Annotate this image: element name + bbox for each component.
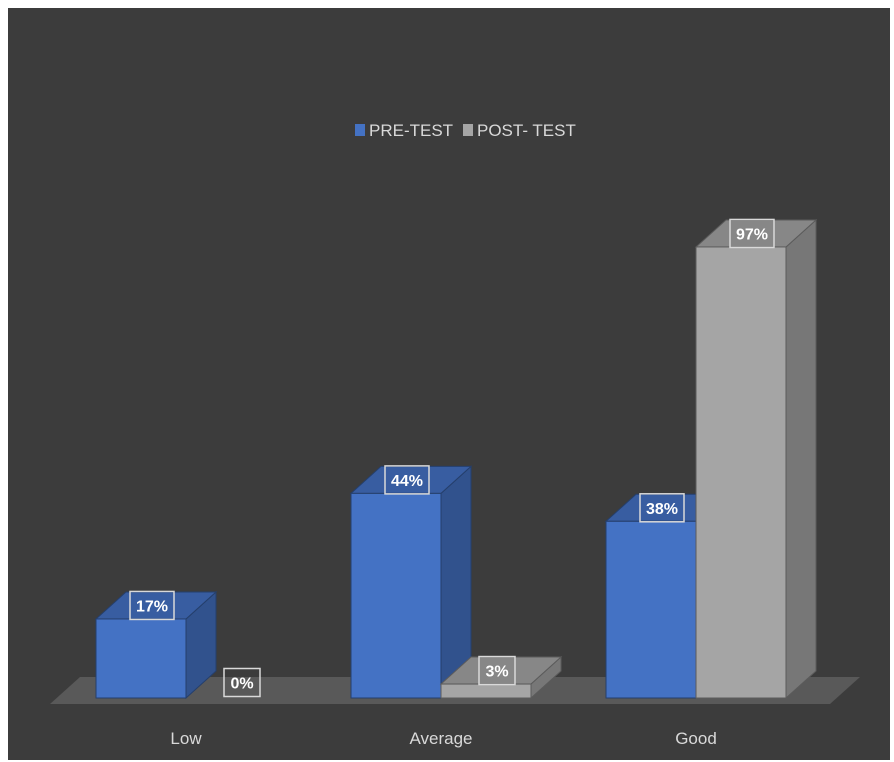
data-label-text: 17% xyxy=(136,598,168,615)
data-label-text: 97% xyxy=(736,226,768,243)
bar-front xyxy=(95,618,187,699)
data-label-box xyxy=(729,218,775,249)
category-label-average: Average xyxy=(409,729,472,748)
data-label-box xyxy=(639,493,685,523)
data-label-box xyxy=(384,465,430,495)
bar-front xyxy=(440,683,532,699)
bar-front xyxy=(350,492,442,699)
data-label-pre-test-average: 44% xyxy=(384,465,430,495)
data-label-post-test-low: 0% xyxy=(223,667,261,698)
data-label-post-test-good: 97% xyxy=(729,218,775,249)
data-label-box xyxy=(478,655,516,686)
bar-pre-test-average xyxy=(349,465,473,700)
data-label-text: 44% xyxy=(391,473,423,490)
legend-label-post-test: POST- TEST xyxy=(477,121,576,140)
bar-chart: 17% 0% 44% 3% 38% 97% Low Average Good PRE-TEST… xyxy=(50,121,860,748)
data-label-pre-test-low: 17% xyxy=(129,590,175,621)
bar-front xyxy=(605,520,697,699)
bar-post-test-average xyxy=(439,655,563,700)
category-label-low: Low xyxy=(170,729,202,748)
bar-post-test-good xyxy=(694,218,818,700)
category-label-good: Good xyxy=(675,729,717,748)
category-axis: Low Average Good xyxy=(170,729,716,748)
data-label-pre-test-good: 38% xyxy=(639,493,685,523)
legend-swatch-pre-test xyxy=(355,124,365,136)
bar-side xyxy=(785,218,817,700)
bar-front xyxy=(695,246,787,699)
bars xyxy=(94,218,818,700)
data-label-text: 38% xyxy=(646,501,678,518)
legend: PRE-TEST POST- TEST xyxy=(355,121,576,140)
data-labels: 17% 0% 44% 3% 38% 97% xyxy=(129,218,775,698)
chart-area: 17% 0% 44% 3% 38% 97% Low Average Good PRE-TEST… xyxy=(8,8,890,760)
legend-label-pre-test: PRE-TEST xyxy=(369,121,453,140)
data-label-box xyxy=(223,667,261,698)
legend-swatch-post-test xyxy=(463,124,473,136)
data-label-post-test-average: 3% xyxy=(478,655,516,686)
data-label-box xyxy=(129,590,175,621)
data-label-text: 0% xyxy=(230,676,253,693)
bar-pre-test-low xyxy=(94,590,218,700)
data-label-text: 3% xyxy=(485,664,508,681)
